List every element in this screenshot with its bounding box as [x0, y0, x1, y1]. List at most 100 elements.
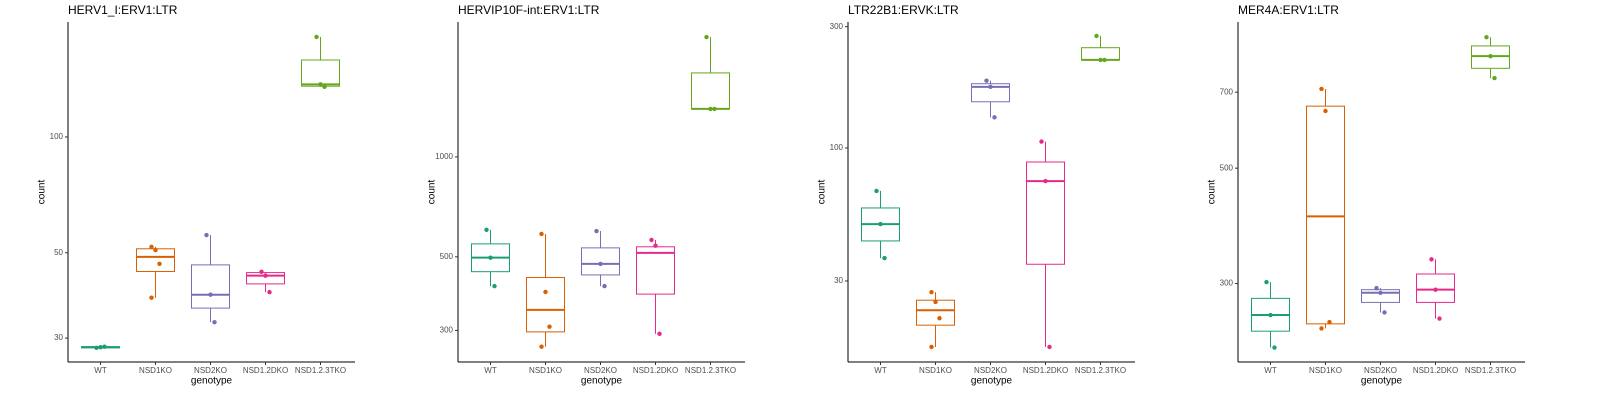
- point: [1374, 285, 1379, 291]
- point: [1433, 287, 1438, 292]
- point: [263, 273, 268, 278]
- point: [984, 78, 989, 83]
- point: [488, 255, 493, 260]
- y-tick-label: 700: [1220, 87, 1234, 96]
- x-tick-label: WT: [484, 366, 497, 375]
- x-tick-label: NSD1KO: [529, 366, 562, 375]
- x-axis-label: genotype: [971, 376, 1013, 387]
- panel-title: HERV1_I:ERV1:LTR: [68, 3, 178, 17]
- y-tick-label: 500: [440, 252, 454, 261]
- panel-title: HERVIP10F-int:ERV1:LTR: [458, 3, 600, 17]
- box: [526, 277, 565, 333]
- point: [208, 292, 213, 297]
- point: [1323, 108, 1328, 114]
- point: [992, 115, 997, 120]
- point: [937, 316, 942, 321]
- point: [1319, 326, 1324, 331]
- point: [318, 82, 323, 87]
- point: [539, 344, 544, 349]
- point: [1437, 316, 1442, 321]
- point: [1488, 53, 1493, 59]
- point: [929, 289, 934, 295]
- point: [484, 227, 489, 233]
- point: [653, 243, 658, 248]
- box: [971, 83, 1010, 103]
- point: [98, 345, 103, 350]
- x-tick-label: NSD2KO: [974, 366, 1007, 375]
- point: [708, 106, 713, 112]
- point: [149, 244, 154, 250]
- point: [314, 34, 319, 40]
- y-tick-label: 100: [830, 143, 844, 152]
- x-tick-label: NSD1.2DKO: [1023, 366, 1068, 375]
- x-tick-label: NSD1KO: [139, 366, 172, 375]
- point: [1098, 57, 1103, 63]
- x-axis-label: genotype: [581, 376, 623, 387]
- point: [882, 255, 887, 261]
- point: [988, 84, 993, 90]
- x-tick-label: NSD1.2.3TKO: [685, 366, 736, 375]
- x-tick-label: NSD1.2.3TKO: [1075, 366, 1126, 375]
- point: [874, 188, 879, 194]
- point: [1094, 33, 1099, 39]
- point: [878, 221, 883, 227]
- point: [1319, 86, 1324, 92]
- x-tick-label: NSD2KO: [194, 366, 227, 375]
- point: [598, 261, 603, 267]
- y-tick-label: 300: [830, 22, 844, 31]
- point: [712, 106, 717, 112]
- box: [581, 247, 620, 276]
- point: [1268, 312, 1273, 318]
- x-tick-label: WT: [874, 366, 887, 375]
- x-tick-label: NSD1.2.3TKO: [295, 366, 346, 375]
- x-tick-label: WT: [1264, 366, 1277, 375]
- point: [594, 228, 599, 234]
- x-tick-label: WT: [94, 366, 107, 375]
- y-tick-label: 100: [50, 132, 64, 141]
- point: [1492, 75, 1497, 81]
- point: [1039, 139, 1044, 144]
- point: [322, 84, 327, 90]
- point: [259, 269, 264, 275]
- y-tick-label: 300: [440, 326, 454, 335]
- x-tick-label: NSD2KO: [1364, 366, 1397, 375]
- box: [301, 59, 340, 87]
- point: [547, 324, 552, 329]
- point: [149, 295, 154, 300]
- point: [1264, 279, 1269, 285]
- x-tick-label: NSD1.2.3TKO: [1465, 366, 1516, 375]
- point: [539, 231, 544, 237]
- point: [1043, 178, 1048, 184]
- point: [1327, 319, 1332, 325]
- x-tick-label: NSD1.2DKO: [1413, 366, 1458, 375]
- y-axis-label: count: [37, 180, 48, 205]
- box: [1306, 105, 1345, 325]
- point: [602, 283, 607, 289]
- box: [916, 299, 955, 326]
- box: [1026, 161, 1065, 265]
- y-tick-label: 500: [1220, 163, 1234, 172]
- y-axis-label: count: [427, 180, 438, 205]
- point: [649, 237, 654, 243]
- point: [1382, 310, 1387, 315]
- point: [153, 247, 158, 253]
- box: [636, 246, 675, 295]
- x-axis-label: genotype: [191, 376, 233, 387]
- x-tick-label: NSD2KO: [584, 366, 617, 375]
- point: [1102, 57, 1107, 63]
- point: [1429, 257, 1434, 262]
- panel-title: MER4A:ERV1:LTR: [1238, 3, 1339, 17]
- x-tick-label: NSD1KO: [919, 366, 952, 375]
- box: [191, 264, 230, 309]
- point: [94, 345, 99, 351]
- point: [492, 283, 497, 289]
- box: [691, 72, 730, 110]
- point: [543, 289, 548, 295]
- box: [246, 272, 285, 285]
- y-tick-label: 300: [1220, 279, 1234, 288]
- point: [212, 319, 217, 325]
- y-tick-label: 30: [54, 333, 63, 342]
- point: [704, 34, 709, 40]
- point: [933, 299, 938, 305]
- x-tick-label: NSD1KO: [1309, 366, 1342, 375]
